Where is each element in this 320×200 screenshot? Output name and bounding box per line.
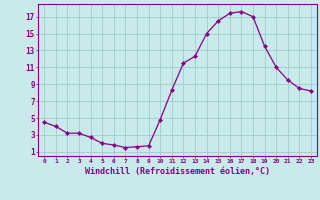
X-axis label: Windchill (Refroidissement éolien,°C): Windchill (Refroidissement éolien,°C) xyxy=(85,167,270,176)
